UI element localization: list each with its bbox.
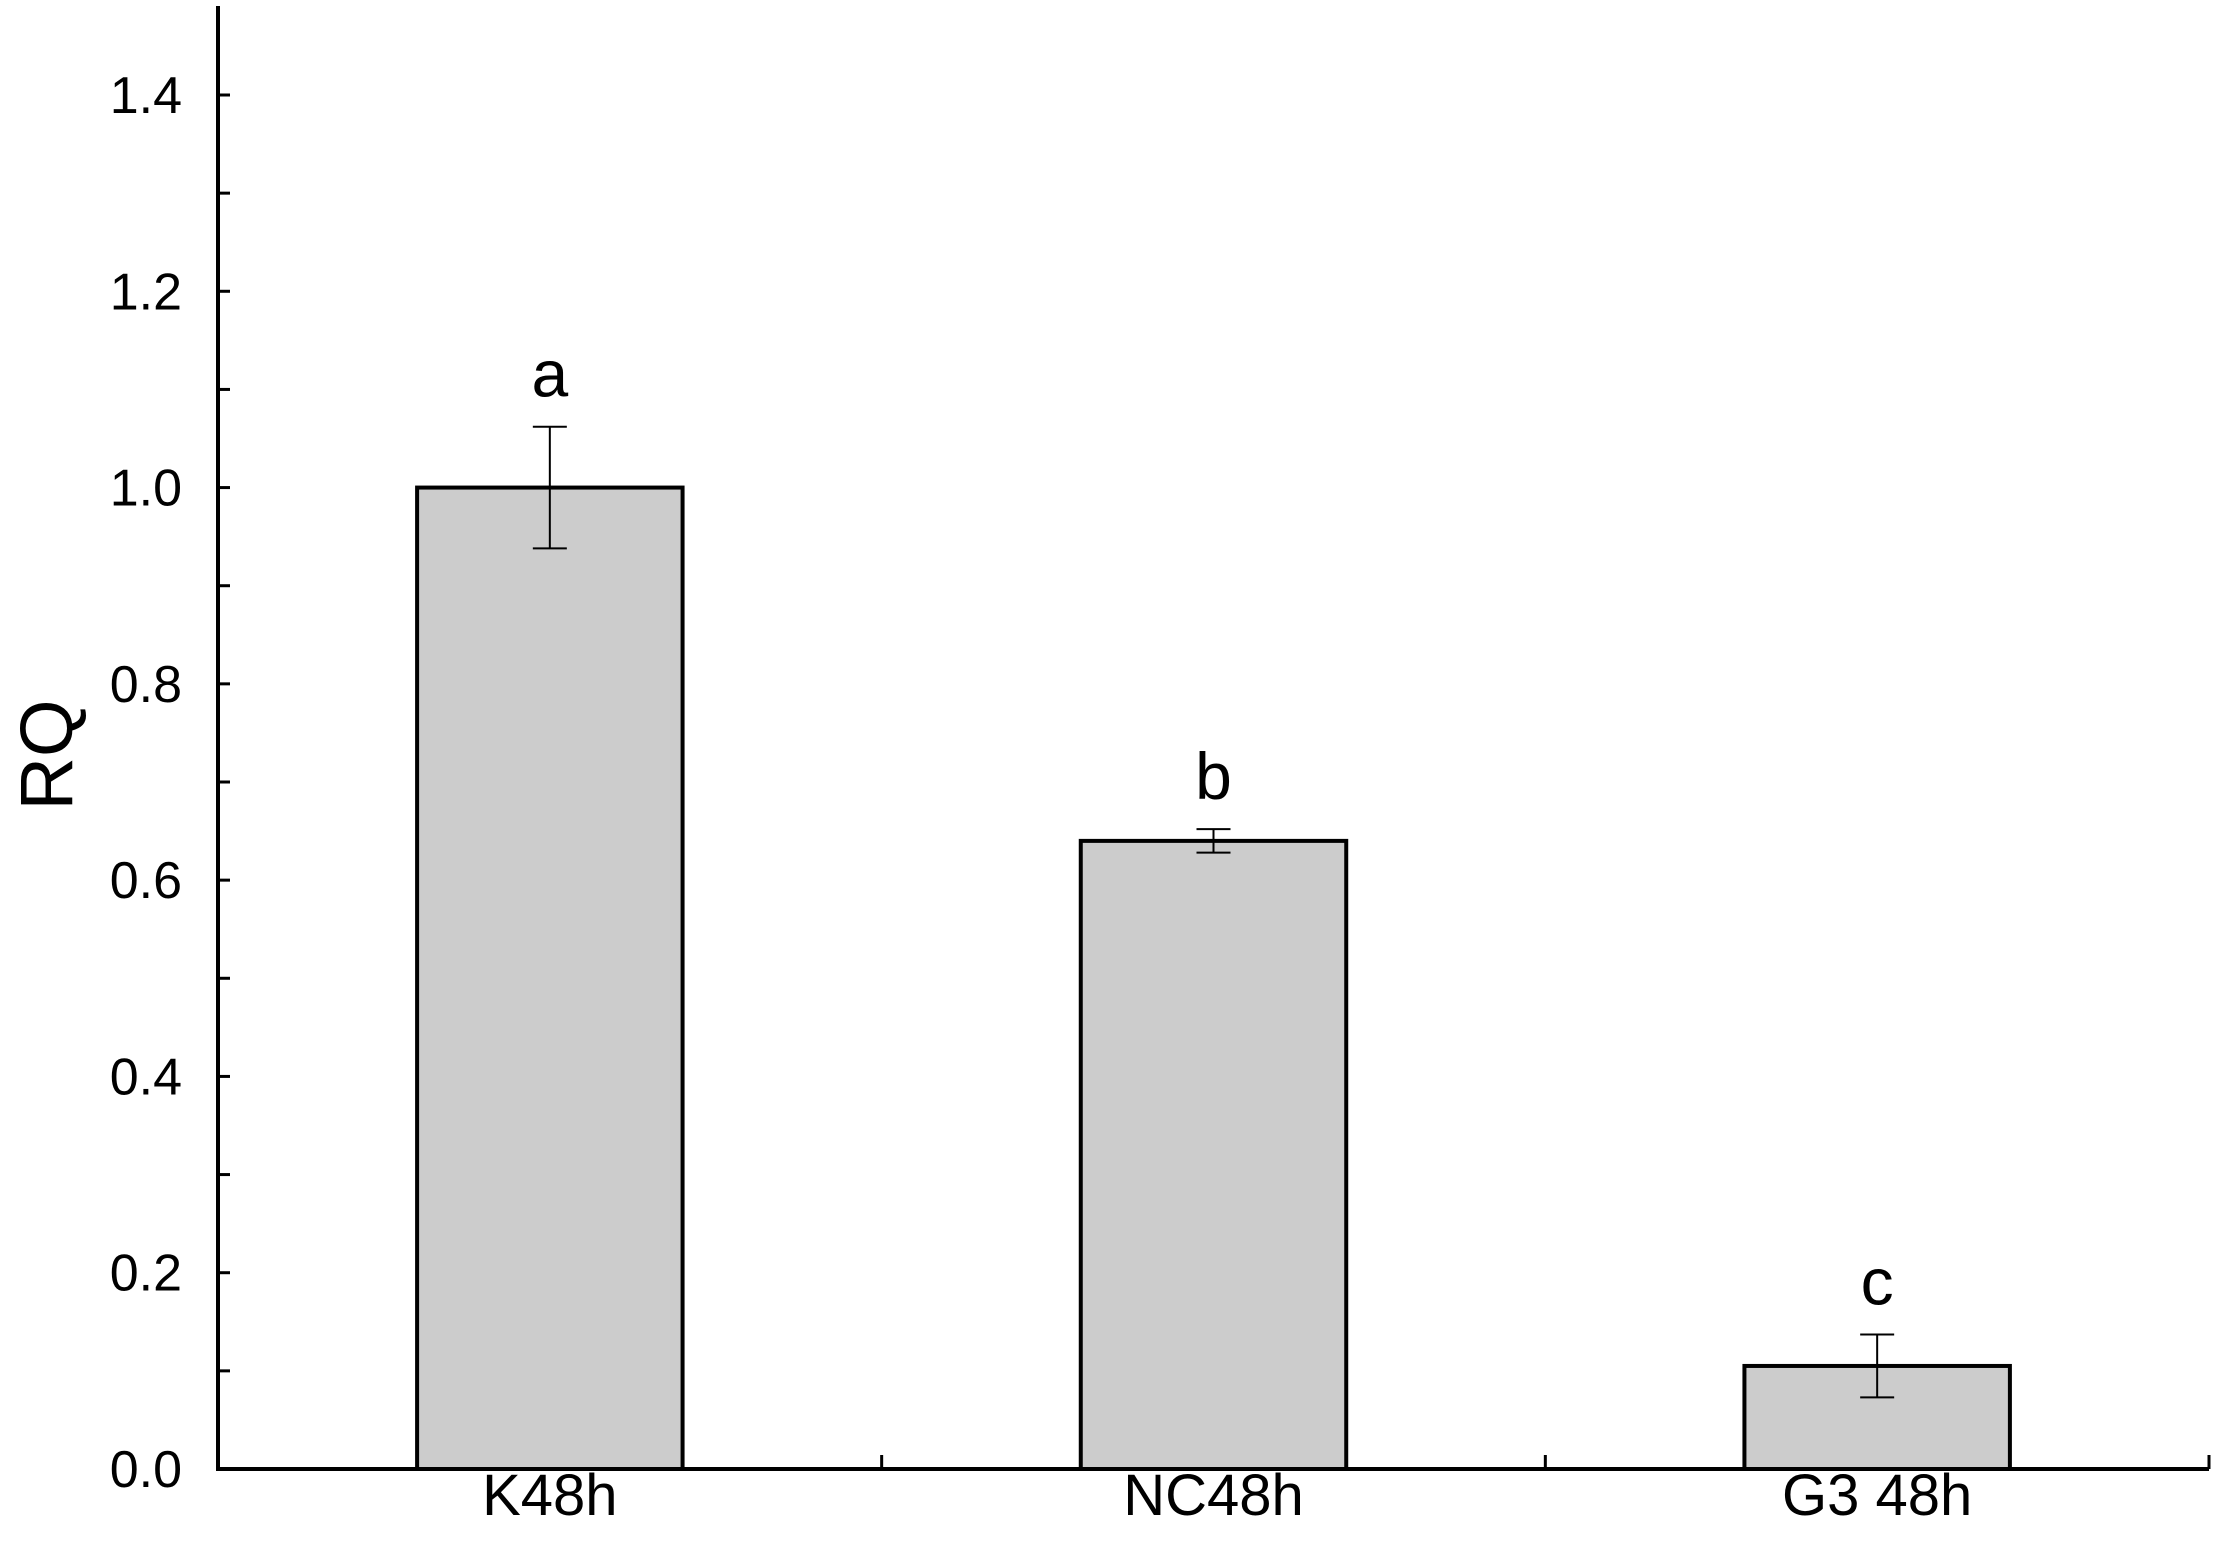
bars <box>415 425 2012 1472</box>
x-category-label: G3 48h <box>1782 1463 1972 1528</box>
labels: a K48h b NC48h c G3 48h <box>482 337 1972 1528</box>
bar <box>415 485 685 1472</box>
significance-label: b <box>1195 739 1232 813</box>
y-tick-label: 1.4 <box>110 67 182 125</box>
bar <box>1078 838 1349 1471</box>
y-tick-label: 1.2 <box>110 263 182 321</box>
y-tick-label: 0.4 <box>110 1048 182 1106</box>
x-category-label: NC48h <box>1123 1463 1304 1528</box>
y-tick-label: 0.2 <box>110 1245 182 1303</box>
y-tick-label: 0.0 <box>110 1441 182 1499</box>
x-category-label: K48h <box>482 1463 617 1528</box>
significance-label: a <box>531 337 568 411</box>
significance-label: c <box>1861 1245 1894 1319</box>
y-tick-label: 1.0 <box>110 460 182 518</box>
y-tick-label: 0.6 <box>110 852 182 910</box>
y-axis-title: RQ <box>5 700 88 811</box>
y-tick-label: 0.8 <box>110 656 182 714</box>
